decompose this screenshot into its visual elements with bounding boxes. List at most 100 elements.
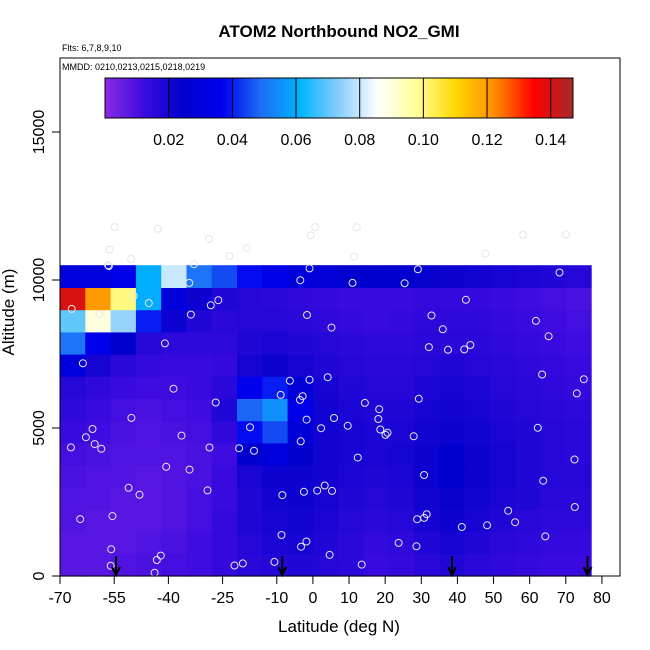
heat-cell: [414, 309, 440, 333]
heat-cell: [161, 531, 188, 555]
heat-cell: [287, 398, 314, 422]
heat-cell: [565, 465, 592, 488]
heat-cell: [237, 331, 263, 355]
heat-cell: [464, 487, 491, 510]
sample-marker: [108, 512, 117, 521]
heat-cell: [414, 531, 440, 555]
heat-cell: [414, 442, 440, 466]
x-tick-label: -40: [157, 590, 180, 607]
heat-cell: [211, 376, 238, 399]
heat-cell: [489, 465, 516, 488]
heat-cell: [237, 442, 263, 466]
heat-cell: [515, 553, 542, 577]
heat-cell: [515, 331, 542, 355]
heat-cell: [186, 420, 213, 444]
heat-cell: [312, 376, 339, 399]
heat-cell: [135, 398, 162, 422]
heat-cell: [287, 376, 314, 399]
heat-cell: [287, 509, 314, 533]
heat-cell: [186, 398, 213, 422]
heat-cell: [186, 531, 213, 555]
heat-cell: [464, 376, 491, 399]
sample-marker: [90, 440, 99, 449]
heat-cell: [338, 465, 365, 488]
heat-cell: [85, 487, 112, 510]
y-tick-label: 15000: [31, 110, 48, 155]
sample-marker: [381, 430, 390, 439]
heat-cell: [338, 309, 365, 333]
heat-cell: [237, 398, 263, 422]
heat-cell: [287, 287, 314, 311]
heat-cell: [60, 398, 86, 422]
heat-cell: [312, 531, 339, 555]
sample-marker: [350, 252, 358, 261]
heat-cell: [489, 509, 516, 533]
sample-markers: [66, 223, 588, 577]
heat-cell: [414, 376, 440, 399]
sample-marker: [413, 515, 422, 524]
heat-cell: [565, 309, 592, 333]
sample-marker: [206, 301, 215, 310]
heat-cell: [388, 509, 415, 533]
sample-marker: [106, 561, 115, 570]
heat-cell: [540, 487, 567, 510]
sample-marker: [238, 559, 247, 568]
heat-cell: [135, 287, 162, 311]
x-axis: -70 -55 -40 -25 -10 0 10 20 30 40 50 60 70 80: [48, 576, 611, 607]
sample-marker: [104, 261, 113, 270]
heat-cell: [414, 509, 440, 533]
heat-cell: [464, 465, 491, 488]
colorbar-tick-label: 0.12: [471, 132, 502, 149]
sample-marker: [303, 311, 311, 319]
sample-marker: [97, 444, 106, 453]
sample-marker: [127, 413, 136, 422]
heat-cell: [464, 531, 491, 555]
sample-marker: [110, 223, 119, 232]
heat-cell: [262, 331, 289, 355]
heat-cell: [287, 465, 314, 488]
heat-cell: [464, 354, 491, 377]
heat-cell: [186, 376, 213, 399]
sample-marker: [276, 390, 285, 399]
heat-cell: [439, 309, 466, 333]
sample-marker: [203, 486, 212, 495]
sample-marker: [427, 311, 436, 320]
heat-cell: [388, 553, 415, 577]
heat-cell: [161, 553, 188, 577]
heat-cell: [135, 553, 162, 577]
heat-cell: [338, 398, 365, 422]
heat-cell: [515, 442, 542, 466]
heat-cell: [60, 509, 86, 533]
heat-cell: [161, 309, 188, 333]
heat-cell: [110, 354, 137, 377]
heat-cell: [60, 287, 86, 311]
colorbar-tick-label: 0.06: [280, 132, 311, 149]
sample-marker: [579, 375, 588, 384]
sample-marker: [360, 398, 369, 407]
heat-cell: [186, 354, 213, 377]
heat-cell: [287, 553, 314, 577]
sample-marker: [481, 249, 490, 258]
arrow-head: [277, 566, 288, 578]
heat-cell: [464, 420, 491, 444]
heat-cell: [489, 531, 516, 555]
sample-marker: [353, 453, 362, 462]
heat-cell: [312, 465, 339, 488]
x-tick-label: -10: [265, 590, 288, 607]
flights-subtitle: Flts: 6,7,8,9,10: [62, 43, 122, 53]
heat-cell: [312, 442, 339, 466]
sample-marker: [539, 476, 548, 485]
heat-cell: [489, 309, 516, 333]
sample-marker: [400, 279, 409, 288]
x-tick-label: 60: [521, 590, 539, 607]
heat-cell: [312, 420, 339, 444]
heat-cell: [388, 442, 415, 466]
sample-marker: [144, 299, 153, 308]
sample-marker: [107, 545, 116, 554]
heat-cell: [85, 531, 112, 555]
sample-marker: [177, 431, 186, 440]
heat-cell: [135, 331, 162, 355]
heat-cell: [363, 442, 390, 466]
heat-cell: [237, 309, 263, 333]
heat-cell: [237, 354, 263, 377]
